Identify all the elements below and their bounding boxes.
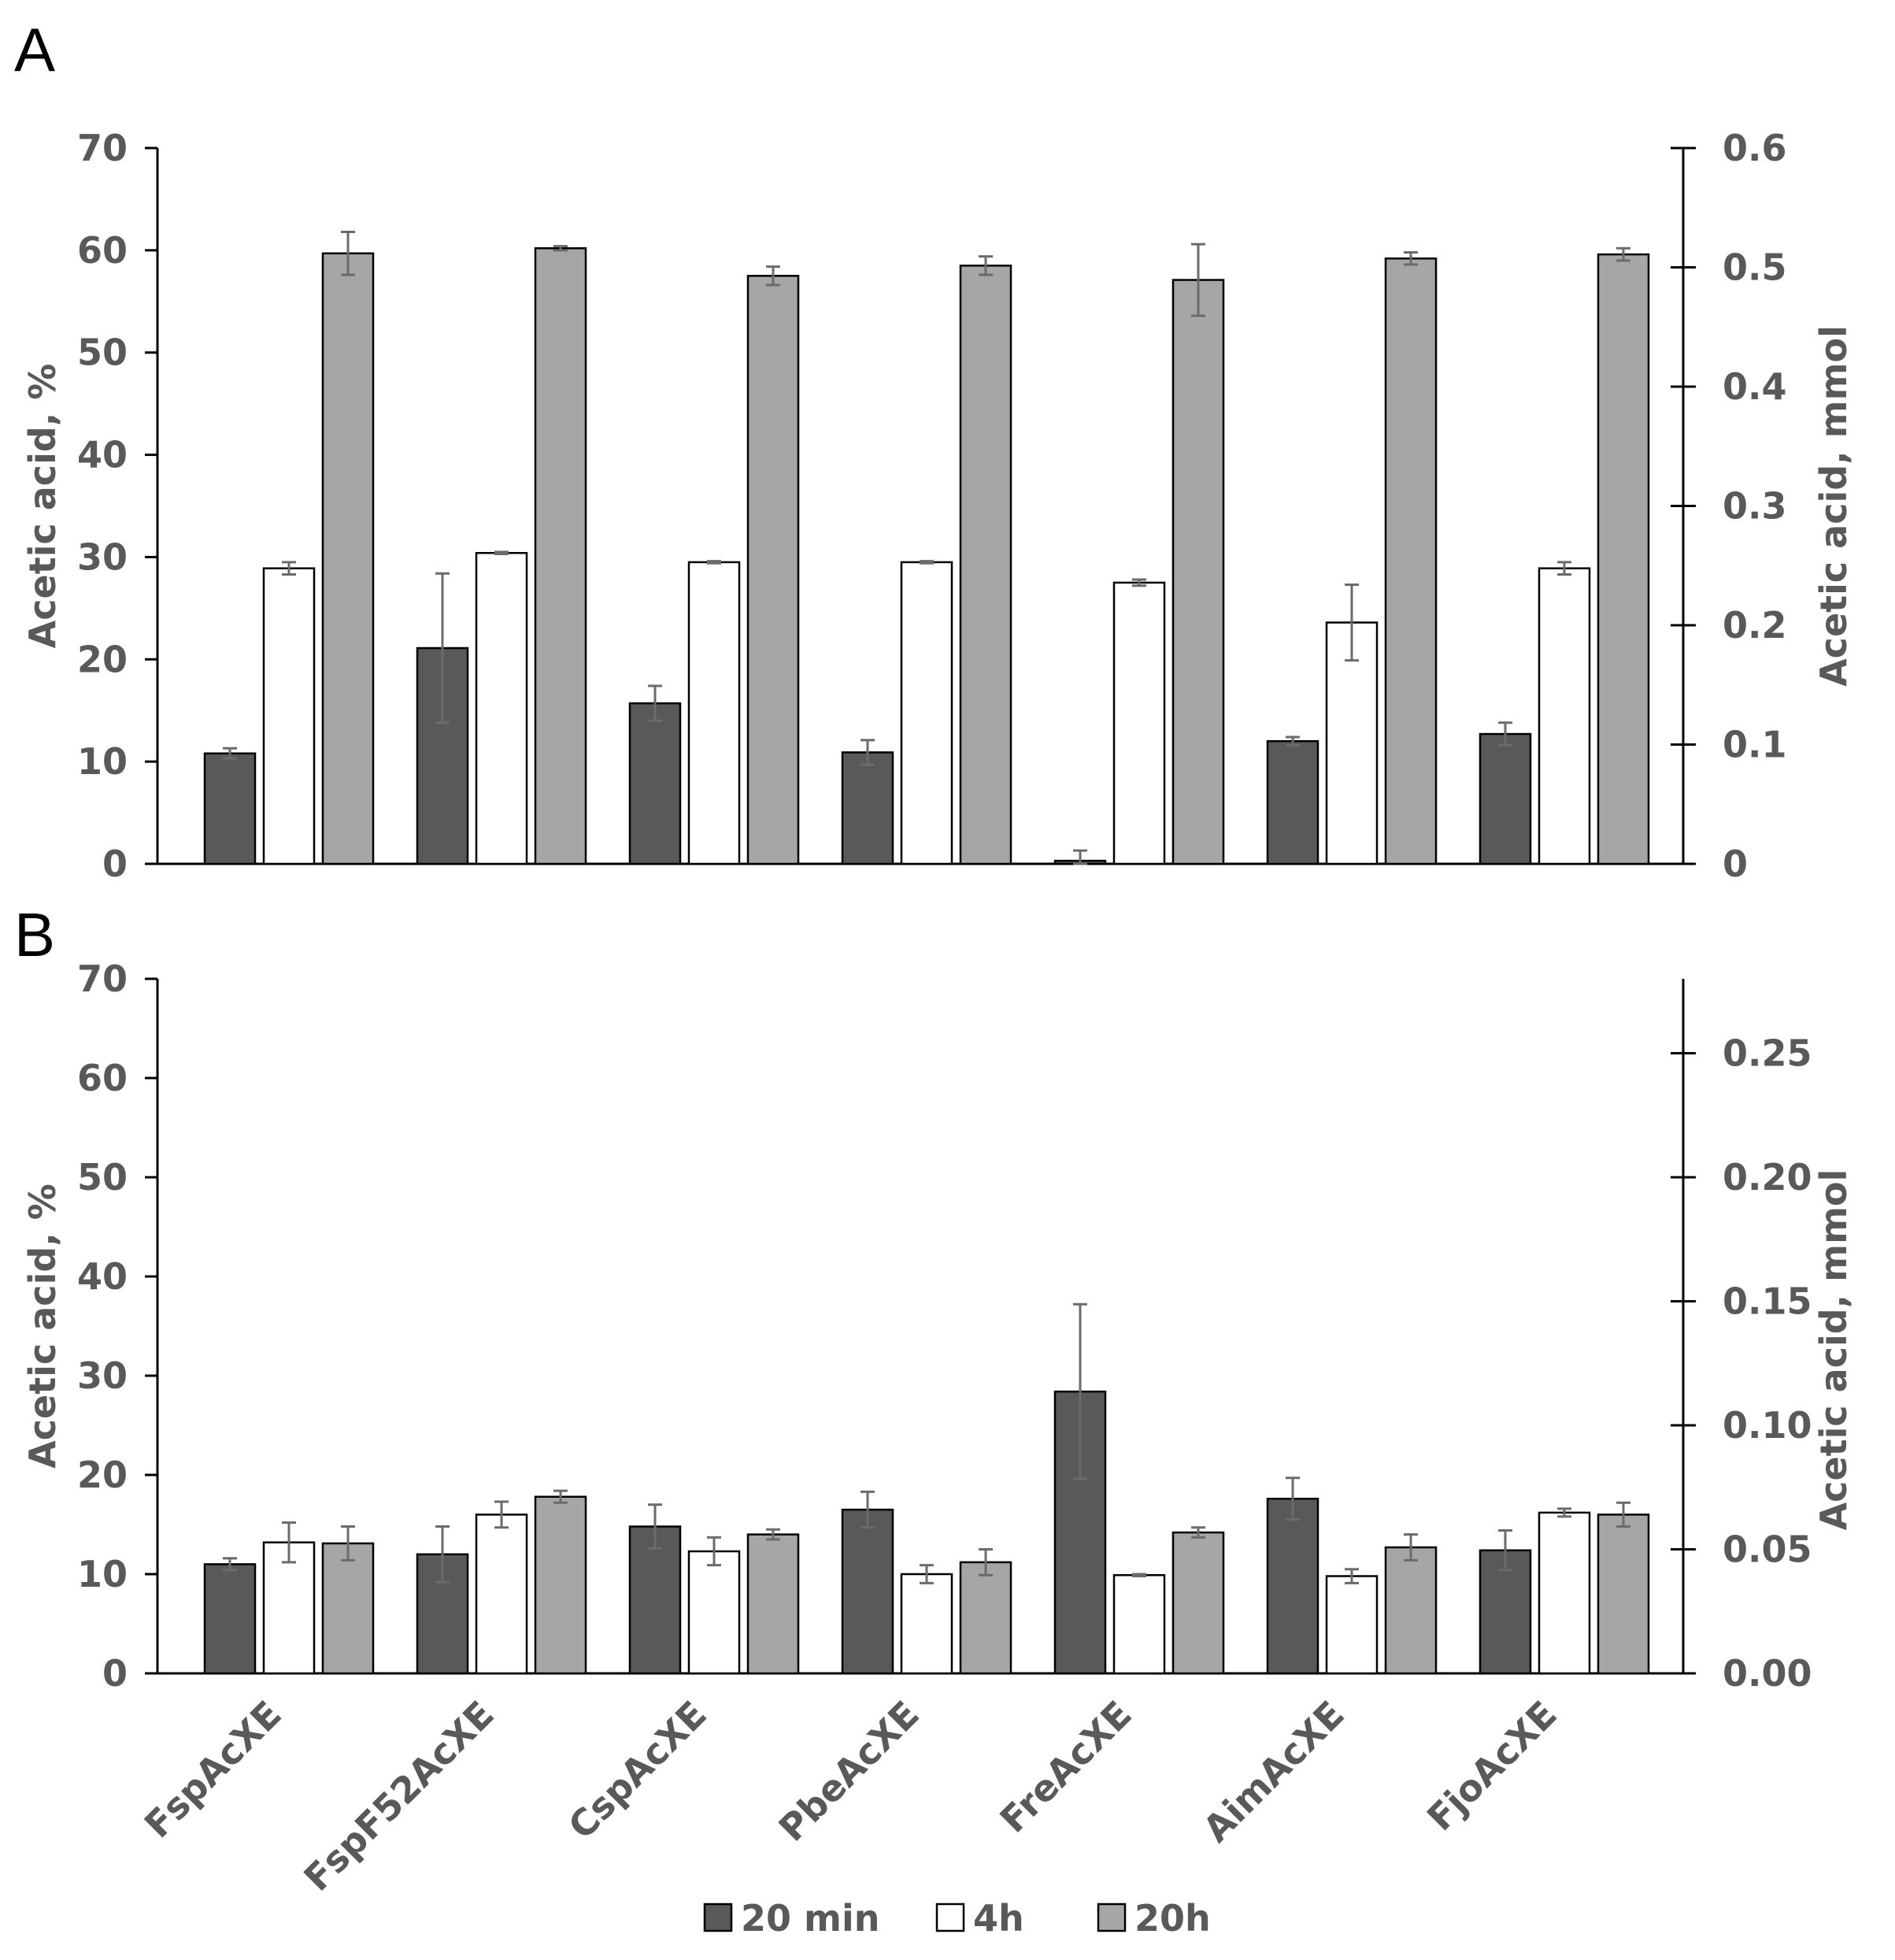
panel-letter: A — [14, 15, 55, 84]
bar — [841, 1508, 894, 1675]
panel-b: B 0 10 20 30 40 50 60 70 Acetic acid, % 0.00 0.05 0.… — [14, 900, 1855, 1899]
bar — [1112, 581, 1166, 865]
y-tick-label-right: 0.00 — [1723, 1652, 1812, 1695]
bar — [1597, 253, 1650, 865]
y-tick-label-left: 60 — [77, 1057, 128, 1099]
y-tick-label-left: 70 — [77, 127, 128, 169]
legend-swatch — [703, 1903, 733, 1932]
legend: 20 min 4h 20h — [703, 1897, 1211, 1940]
bar — [475, 551, 528, 865]
bar — [1479, 732, 1532, 865]
y-tick-label-left: 40 — [77, 1255, 128, 1298]
y-tick-label-right: 0.25 — [1723, 1032, 1812, 1075]
legend-swatch — [935, 1903, 965, 1932]
y-tick-label-right: 0.4 — [1723, 365, 1787, 408]
bar — [1112, 1574, 1166, 1675]
y-tick-label-left: 10 — [77, 1553, 128, 1595]
bar — [746, 1533, 800, 1675]
x-category-label: FreAcXE — [992, 1693, 1140, 1841]
bar — [262, 567, 316, 865]
bar — [1266, 1497, 1319, 1675]
bar — [475, 1514, 528, 1675]
bar — [203, 752, 257, 865]
y-tick-label-left: 40 — [77, 434, 128, 476]
bar — [1266, 739, 1319, 865]
y-axis-title-right: Acetic acid, mmol — [1812, 325, 1855, 687]
bar — [1171, 1531, 1225, 1675]
y-tick-label-right: 0.6 — [1723, 127, 1787, 169]
y-axis-title-left: Acetic acid, % — [21, 1184, 64, 1469]
y-tick-label-right: 0 — [1723, 843, 1748, 885]
y-tick-label-left: 20 — [77, 638, 128, 680]
bar — [841, 751, 894, 865]
bar — [959, 1561, 1012, 1675]
bar — [321, 252, 375, 865]
bar — [1597, 1514, 1650, 1675]
legend-swatch — [1097, 1903, 1127, 1932]
bar — [1325, 621, 1379, 865]
y-axis-title-left: Acetic acid, % — [21, 364, 64, 649]
legend-label: 4h — [973, 1897, 1024, 1940]
y-tick-label-right: 0.15 — [1723, 1280, 1812, 1323]
y-tick-label-left: 20 — [77, 1454, 128, 1496]
x-category-label: FspF52AcXE — [295, 1693, 502, 1899]
panel-letter: B — [14, 900, 55, 969]
x-category-label: PbeAcXE — [771, 1693, 927, 1850]
y-tick-label-left: 30 — [77, 1354, 128, 1397]
bar — [1538, 1511, 1591, 1675]
y-tick-label-left: 30 — [77, 535, 128, 578]
y-tick-label-right: 0.5 — [1723, 246, 1787, 289]
bar — [203, 1563, 257, 1675]
bar — [628, 702, 682, 865]
legend-label: 20 min — [741, 1897, 879, 1940]
y-tick-label-left: 10 — [77, 740, 128, 783]
y-tick-label-right: 0.2 — [1723, 604, 1787, 647]
y-tick-label-right: 0.05 — [1723, 1528, 1812, 1571]
bar — [959, 265, 1012, 865]
y-axis-title-right: Acetic acid, mmol — [1812, 1169, 1855, 1531]
bar — [687, 561, 741, 865]
bar — [1538, 567, 1591, 865]
panel-a: A 0 10 20 30 40 50 60 70 Acetic acid, % 0 0.1 0.2 0.3… — [14, 15, 1855, 885]
y-tick-label-right: 0.20 — [1723, 1156, 1812, 1199]
y-tick-label-right: 0.10 — [1723, 1404, 1812, 1447]
x-category-label: AimAcXE — [1195, 1693, 1353, 1851]
y-tick-label-right: 0.3 — [1723, 485, 1787, 528]
y-tick-label-left: 50 — [77, 332, 128, 374]
legend-label: 20h — [1134, 1897, 1211, 1940]
bar — [900, 1573, 953, 1675]
bar — [534, 247, 587, 865]
y-tick-label-left: 70 — [77, 958, 128, 1000]
bar — [321, 1542, 375, 1675]
bar — [1384, 1546, 1438, 1675]
y-tick-label-left: 50 — [77, 1156, 128, 1199]
y-tick-label-left: 0 — [102, 843, 128, 885]
y-tick-label-right: 0.1 — [1723, 724, 1787, 766]
bar — [1325, 1575, 1379, 1675]
bar — [534, 1495, 587, 1675]
x-category-label: FspAcXE — [136, 1693, 290, 1847]
bar — [1171, 279, 1225, 865]
bar — [746, 275, 800, 865]
x-category-label: FjoAcXE — [1419, 1693, 1565, 1840]
y-tick-label-left: 60 — [77, 229, 128, 272]
y-tick-label-left: 0 — [102, 1652, 128, 1695]
bar — [687, 1550, 741, 1675]
bar — [900, 561, 953, 865]
bar — [1384, 257, 1438, 865]
x-category-label: CspAcXE — [560, 1693, 714, 1847]
